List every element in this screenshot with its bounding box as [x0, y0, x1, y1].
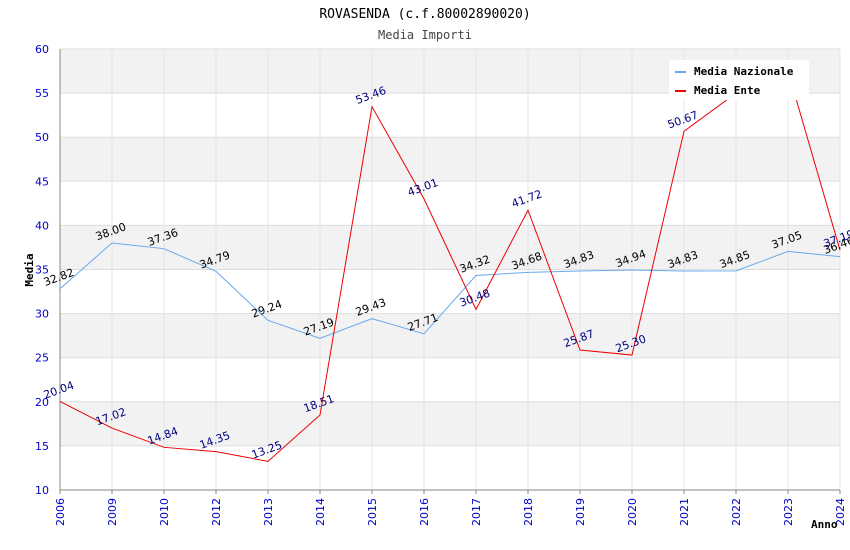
- y-tick-label: 15: [35, 440, 49, 453]
- x-tick-label: 2009: [106, 498, 119, 526]
- x-tick-label: 2015: [366, 498, 379, 526]
- y-tick-label: 45: [35, 175, 49, 188]
- data-label-media-ente: 20.04: [42, 379, 76, 402]
- x-tick-label: 2023: [782, 498, 795, 526]
- legend-label-media-nazionale: Media Nazionale: [694, 65, 794, 78]
- x-tick-label: 2018: [522, 498, 535, 526]
- series-line-media-ente: [59, 70, 841, 462]
- axes: [59, 49, 841, 494]
- y-tick-label: 35: [35, 264, 49, 277]
- chart-title: ROVASENDA (c.f.80002890020): [319, 7, 530, 22]
- x-tick-label: 2012: [210, 498, 223, 526]
- y-tick-labels: 10 15 20 25 30 35 40 45 50 55 60: [35, 43, 49, 497]
- data-label-media-ente: 41.72: [510, 187, 544, 210]
- grid-band: [60, 225, 840, 270]
- legend-label-media-ente: Media Ente: [694, 84, 761, 97]
- background-bands: [60, 49, 840, 446]
- x-tick-label: 2016: [418, 498, 431, 526]
- x-tick-label: 2020: [626, 498, 639, 526]
- y-tick-label: 25: [35, 352, 49, 365]
- x-tick-label: 2021: [678, 498, 691, 526]
- x-tick-labels: 2006 2009 2010 2012 2013 2014 2015 2016 2017 2018…: [54, 498, 847, 526]
- y-tick-label: 10: [35, 484, 49, 497]
- series-line-media-nazionale: [59, 242, 841, 339]
- y-tick-label: 20: [35, 396, 49, 409]
- x-tick-label: 2019: [574, 498, 587, 526]
- y-tick-label: 55: [35, 87, 49, 100]
- x-tick-label: 2014: [314, 498, 327, 526]
- data-label-media-ente: 50.67: [666, 109, 700, 132]
- series-lines: [59, 70, 841, 462]
- legend: Media Nazionale Media Ente: [669, 60, 809, 100]
- y-tick-label: 60: [35, 43, 49, 56]
- x-tick-label: 2013: [262, 498, 275, 526]
- legend-box: [669, 60, 809, 100]
- chart-subtitle: Media Importi: [378, 28, 472, 42]
- x-tick-label: 2024: [834, 498, 847, 526]
- x-tick-label: 2017: [470, 498, 483, 526]
- x-tick-label: 2022: [730, 498, 743, 526]
- grid-band: [60, 313, 840, 358]
- grid-band: [60, 401, 840, 446]
- y-tick-label: 40: [35, 219, 49, 232]
- y-tick-label: 30: [35, 308, 49, 321]
- x-axis-label: Anno: [811, 518, 838, 531]
- x-tick-label: 2010: [158, 498, 171, 526]
- y-tick-label: 50: [35, 131, 49, 144]
- x-tick-label: 2006: [54, 498, 67, 526]
- y-axis-label: Media: [23, 253, 36, 286]
- grid-band: [60, 137, 840, 182]
